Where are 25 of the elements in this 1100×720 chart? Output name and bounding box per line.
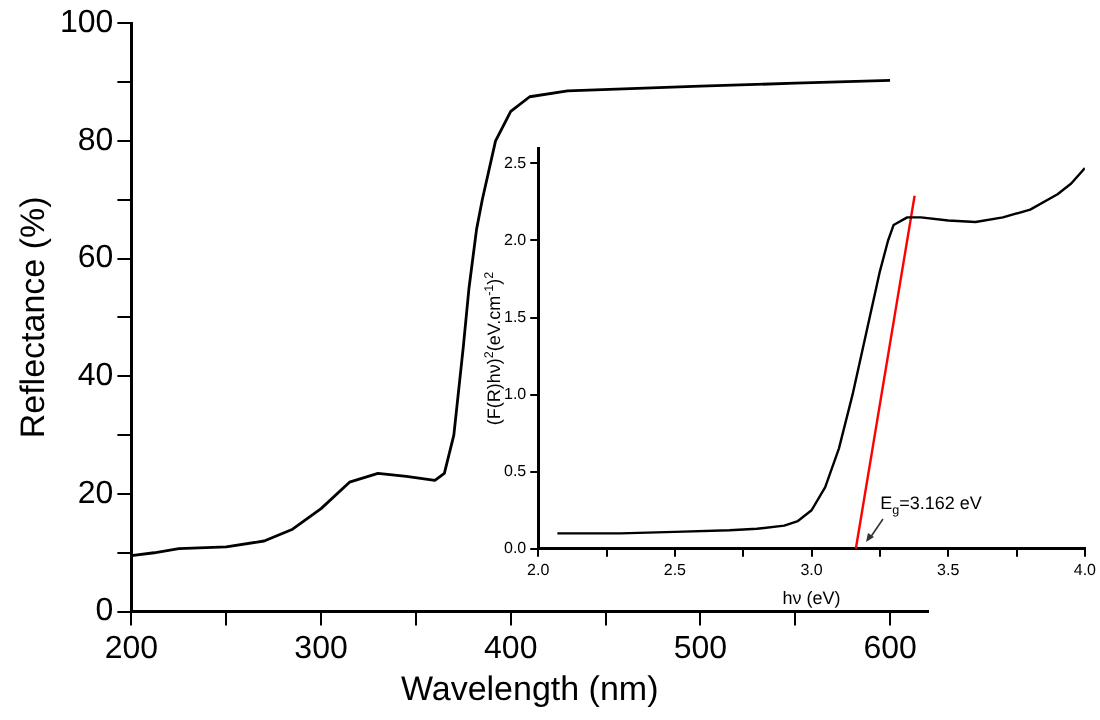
x-axis-title: hν (eV) — [782, 588, 841, 608]
x-tick-label: 500 — [673, 631, 728, 666]
y-tick-label: 2.5 — [503, 153, 528, 172]
y-tick-label: 80 — [77, 123, 114, 158]
y-tick-label: 60 — [77, 241, 114, 276]
y-tick-label: 2.0 — [503, 230, 528, 249]
x-tick-label: 3.0 — [800, 560, 824, 579]
y-tick-label: 20 — [77, 476, 114, 511]
y-tick-label: 0 — [95, 594, 114, 629]
x-tick-label: 4.0 — [1073, 560, 1098, 579]
x-tick-label: 600 — [863, 631, 917, 666]
x-tick-label: 200 — [104, 631, 159, 666]
x-tick-label: 300 — [294, 631, 348, 666]
x-tick-label: 2.5 — [663, 560, 688, 579]
y-axis-title: Reflectance (%) — [14, 196, 52, 439]
x-tick-label: 3.5 — [937, 560, 961, 579]
y-tick-label: 0.5 — [503, 462, 528, 481]
x-tick-label: 2.0 — [527, 560, 551, 579]
x-tick-label: 400 — [484, 631, 538, 666]
y-tick-label: 40 — [77, 359, 114, 394]
y-tick-label: 0.0 — [503, 539, 528, 558]
y-tick-label: 100 — [59, 6, 114, 41]
y-tick-label: 1.5 — [503, 307, 528, 326]
x-axis-title: Wavelength (nm) — [400, 670, 659, 708]
y-tick-label: 1.0 — [503, 385, 528, 404]
